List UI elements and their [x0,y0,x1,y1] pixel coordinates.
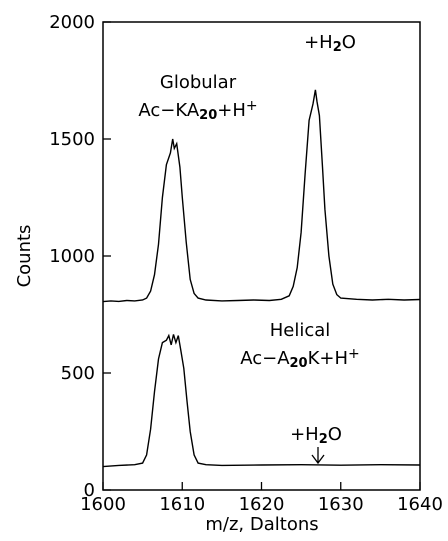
annotation-part: Ac−KA [138,100,199,121]
annotation-part: O [342,32,356,53]
annotation-part: 20 [290,356,308,371]
annotation: Globular [160,72,237,93]
annotation: Ac−A20K+H+ [240,346,360,371]
plot-frame [102,21,421,491]
y-tick-label: 2000 [49,12,95,33]
y-axis-label: Counts [14,225,35,288]
spectrum-line [102,89,421,303]
y-tick-label: 1500 [49,129,95,150]
spectrum-line [102,333,421,468]
annotation: +H2O [304,32,356,55]
x-tick-label: 1620 [239,494,285,515]
arrow [311,447,325,465]
x-tick-label: 1630 [318,494,364,515]
y-tick-label: 1000 [49,246,95,267]
annotation-part: + [246,98,258,114]
annotation-part: +H [290,424,319,445]
annotation-part: 2 [333,40,342,55]
x-tick-label: 1640 [397,494,443,515]
annotation: Helical [270,320,331,341]
annotation-part: 2 [319,432,328,447]
annotation-part: +H [304,32,333,53]
annotation-part: K+H [308,348,348,369]
annotation-part: 20 [199,108,217,123]
annotation-part: Ac−A [240,348,290,369]
annotation-part: O [328,424,342,445]
annotation-part: + [348,346,360,362]
annotation-part: Globular [160,72,237,93]
y-tick-label: 0 [84,480,95,501]
x-axis-label: m/z, Daltons [205,514,318,535]
annotation: +H2O [290,424,342,447]
annotation-part: +H [217,100,246,121]
x-tick-label: 1610 [159,494,205,515]
x-tick-label: 1600 [80,494,126,515]
y-tick-label: 500 [61,363,95,384]
annotation-part: Helical [270,320,331,341]
annotation: Ac−KA20+H+ [138,98,257,123]
